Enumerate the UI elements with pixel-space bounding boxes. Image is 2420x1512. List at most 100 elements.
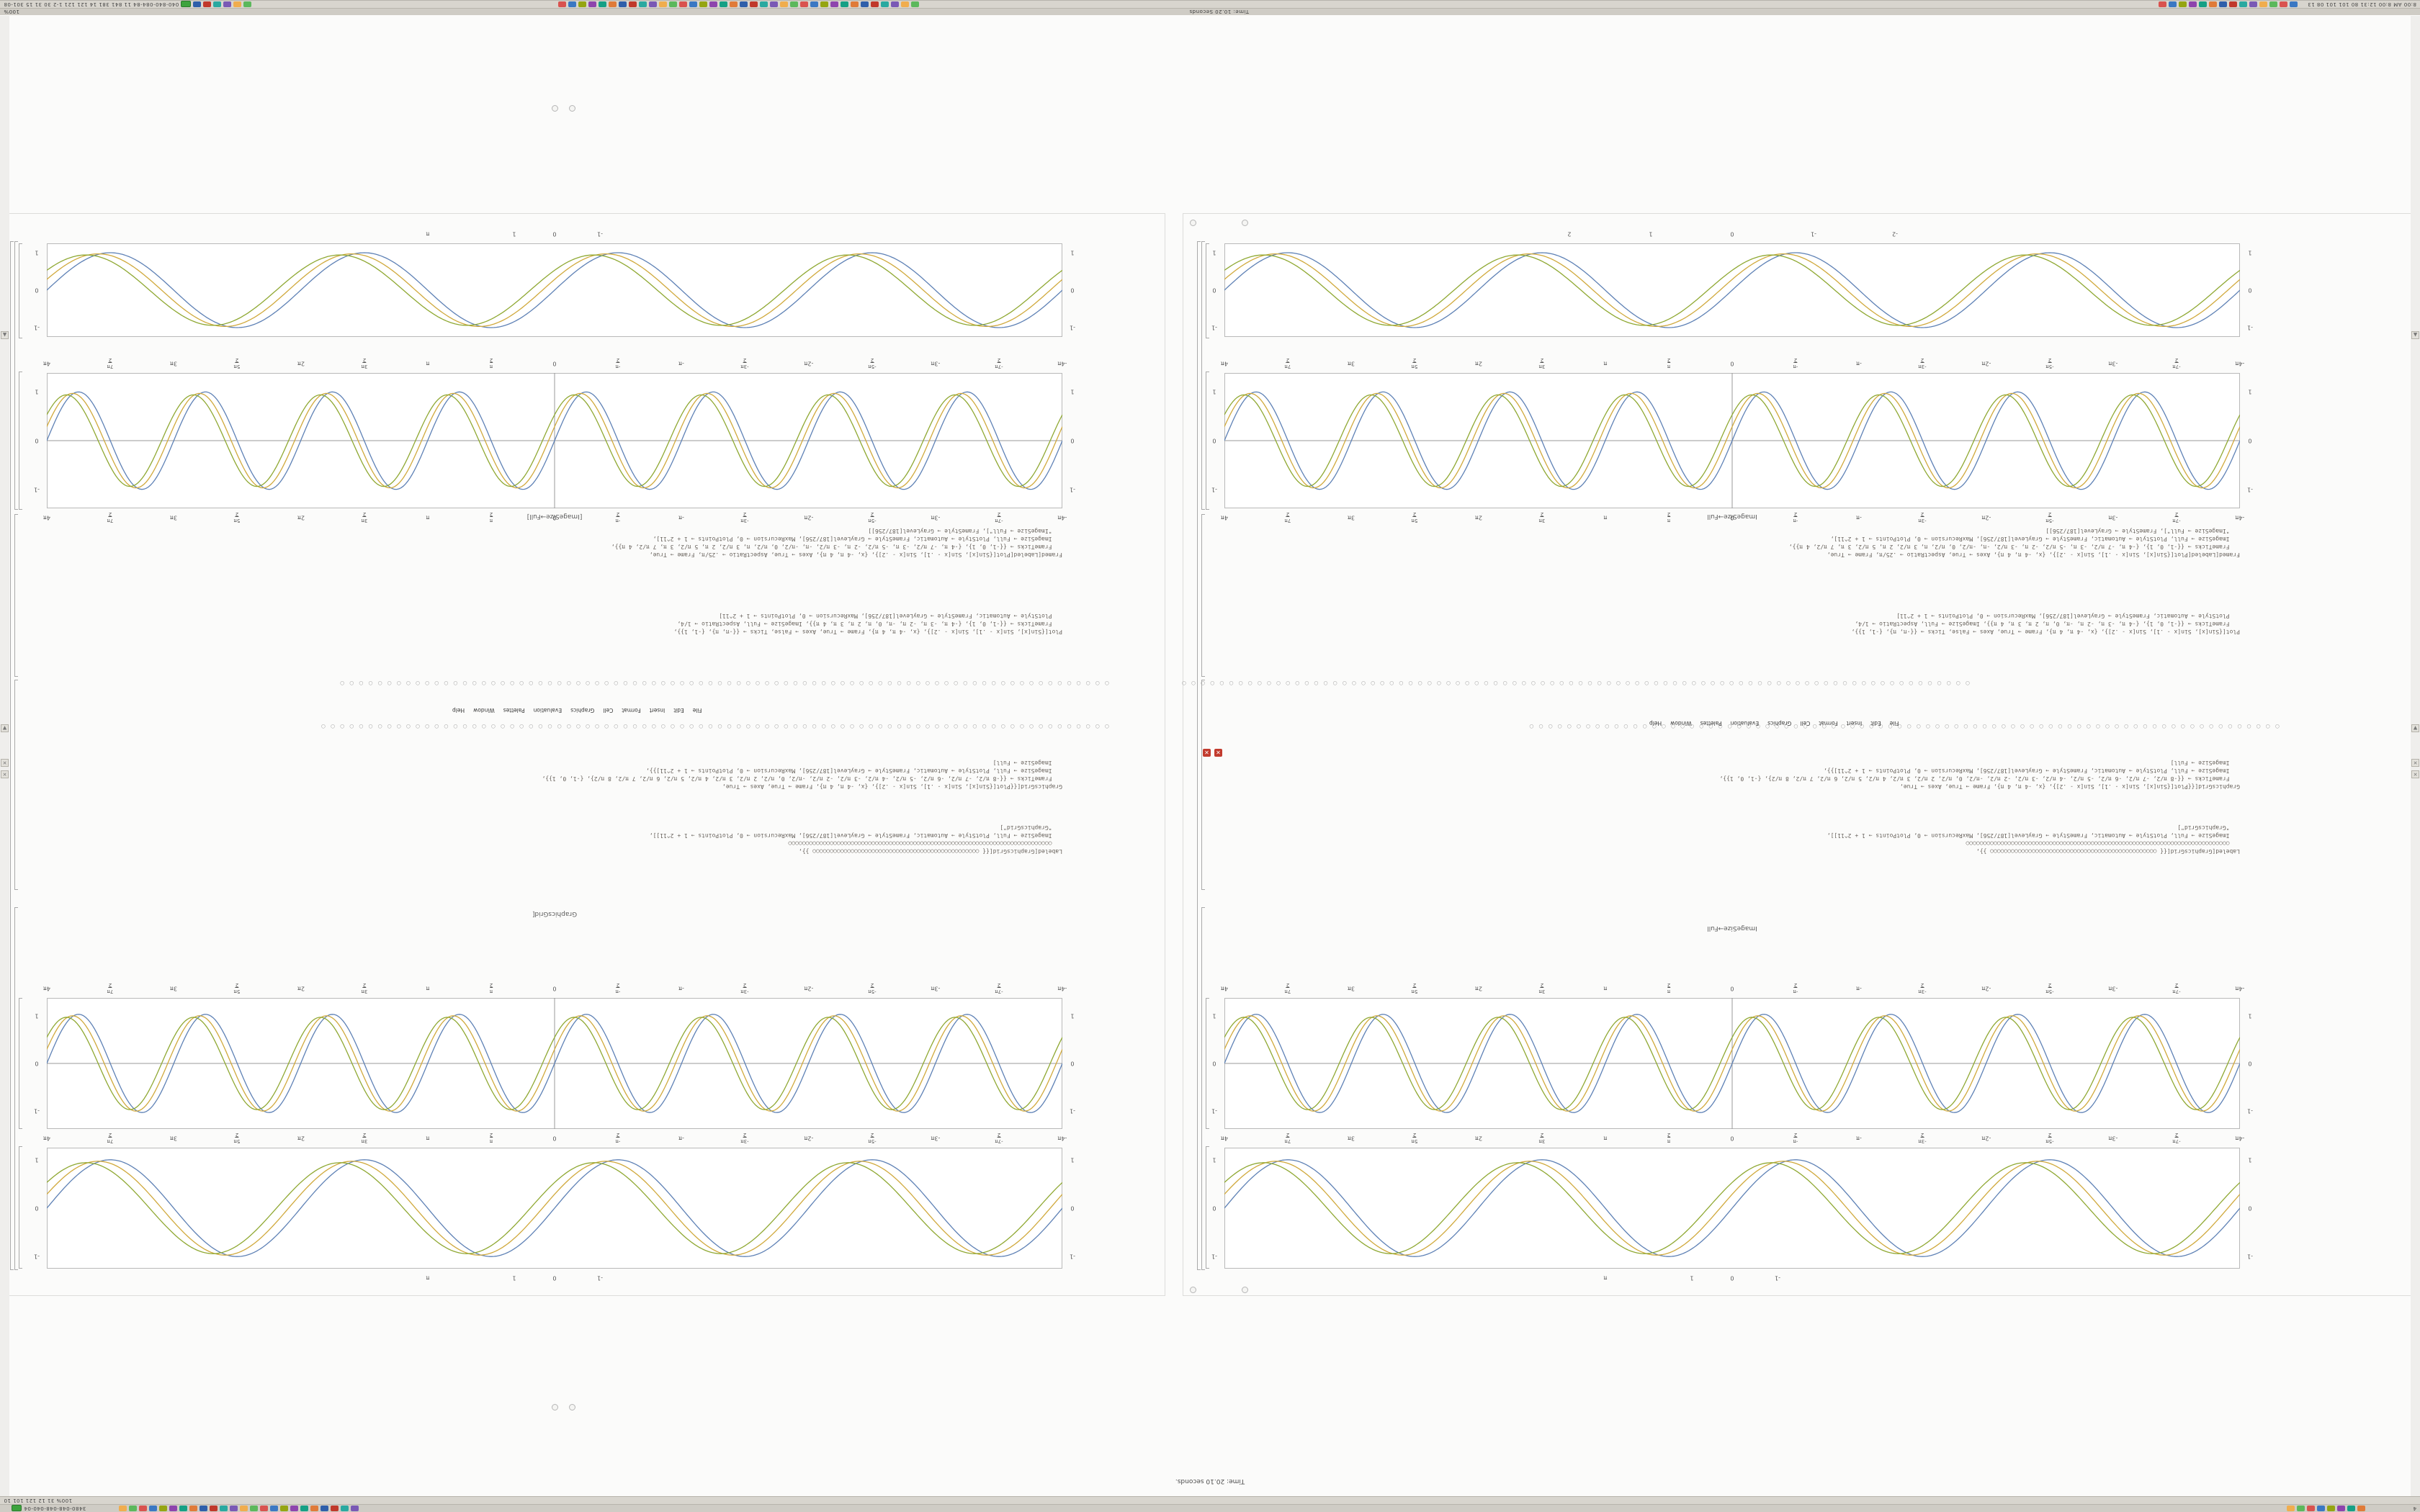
app-icon[interactable] <box>2168 1 2177 7</box>
app-icon[interactable] <box>2337 1506 2346 1511</box>
app-icon[interactable] <box>901 1 910 7</box>
app-icon[interactable] <box>2178 1 2187 7</box>
corner-widget[interactable] <box>1190 1287 1196 1293</box>
app-icon[interactable] <box>2188 1 2197 7</box>
app-icon[interactable] <box>2289 1 2298 7</box>
scrollbar-rail-right[interactable] <box>2411 16 2420 1496</box>
menu-item-help[interactable]: Help <box>452 707 465 714</box>
app-icon[interactable] <box>300 1506 309 1511</box>
app-icon[interactable] <box>578 1 587 7</box>
app-icon[interactable] <box>709 1 718 7</box>
menu-item-evaluation[interactable]: Evaluation <box>1730 720 1760 726</box>
plot-canvas[interactable] <box>47 998 1062 1129</box>
code-cell[interactable]: Plot[{Sin[x], Sin[x - .1], Sin[x - .2]},… <box>1851 613 2240 635</box>
app-icon[interactable] <box>2297 1506 2305 1511</box>
app-icon[interactable] <box>2218 1 2227 7</box>
app-icon[interactable] <box>233 1 242 7</box>
app-icon[interactable] <box>240 1506 248 1511</box>
app-icon[interactable] <box>2279 1 2287 7</box>
app-icon[interactable] <box>351 1506 359 1511</box>
app-icon[interactable] <box>599 1 607 7</box>
menu-item-insert[interactable]: Insert <box>1846 720 1863 726</box>
corner-widget[interactable] <box>552 105 558 112</box>
cell-bracket[interactable] <box>1201 241 1205 510</box>
plot-canvas[interactable] <box>1224 243 2240 337</box>
app-icon[interactable] <box>639 1 647 7</box>
toolbar-row[interactable]: ○○○○○○○○○○○○○○○○○○○○○○○○○○○○○○○○○○○○○○○○… <box>1176 680 1970 686</box>
app-icon[interactable] <box>2158 1 2166 7</box>
app-icon[interactable] <box>159 1506 168 1511</box>
app-icon[interactable] <box>699 1 708 7</box>
app-icon[interactable] <box>841 1 849 7</box>
code-cell[interactable]: Labeled[GraphicsGrid[{{ ○○○○○○○○○○○○○○○○… <box>649 824 1062 855</box>
corner-widget[interactable] <box>1242 1287 1248 1293</box>
app-icon[interactable] <box>189 1506 198 1511</box>
cell-bracket[interactable] <box>1201 514 1205 677</box>
cell-bracket[interactable] <box>1206 372 1209 510</box>
cell-bracket[interactable] <box>19 372 22 510</box>
scroll-button[interactable]: ▲ <box>1 331 9 339</box>
app-icon[interactable] <box>609 1 617 7</box>
app-icon[interactable] <box>558 1 567 7</box>
app-icon[interactable] <box>179 1506 188 1511</box>
app-icon[interactable] <box>250 1506 259 1511</box>
corner-widget[interactable] <box>1242 220 1248 226</box>
cell-bracket[interactable] <box>14 514 18 677</box>
scrollbar-rail-left[interactable] <box>0 16 9 1496</box>
corner-widget[interactable] <box>569 1404 575 1410</box>
app-icon[interactable] <box>861 1 869 7</box>
app-icon[interactable] <box>780 1 789 7</box>
menu-item-window[interactable]: Window <box>1670 720 1692 726</box>
app-icon[interactable] <box>911 1 920 7</box>
app-icon[interactable] <box>2208 1 2217 7</box>
toolbar-row[interactable]: ○○○○○○○○○○○○○○○○○○○○○○○○○○○○○○○○○○○○○○○○… <box>335 680 1109 686</box>
app-icon[interactable] <box>220 1506 228 1511</box>
app-icon[interactable] <box>310 1506 319 1511</box>
cell-bracket[interactable] <box>1197 241 1201 1270</box>
cell-bracket[interactable] <box>19 998 22 1129</box>
start-button[interactable] <box>12 1505 22 1512</box>
close-icon[interactable]: ✕ <box>1214 749 1222 757</box>
app-icon[interactable] <box>270 1506 279 1511</box>
app-icon[interactable] <box>2307 1506 2316 1511</box>
scroll-button[interactable]: ✕ <box>2411 770 2419 778</box>
scroll-button[interactable]: ✕ <box>2411 759 2419 767</box>
app-icon[interactable] <box>2347 1506 2356 1511</box>
app-icon[interactable] <box>760 1 768 7</box>
cell-bracket[interactable] <box>1201 680 1205 890</box>
corner-widget[interactable] <box>552 1404 558 1410</box>
app-icon[interactable] <box>321 1506 329 1511</box>
code-cell[interactable]: Labeled[GraphicsGrid[{{ ○○○○○○○○○○○○○○○○… <box>1827 824 2240 855</box>
menu-item-file[interactable]: File <box>692 707 702 714</box>
cell-bracket[interactable] <box>1206 243 1209 338</box>
plot-canvas[interactable] <box>1224 998 2240 1129</box>
code-cell[interactable]: GraphicsGrid[{{Plot[{Sin[x], Sin[x - .1]… <box>1719 760 2240 790</box>
app-icon[interactable] <box>129 1506 138 1511</box>
cell-bracket[interactable] <box>1201 907 1205 1270</box>
app-icon[interactable] <box>290 1506 299 1511</box>
app-icon[interactable] <box>568 1 577 7</box>
app-icon[interactable] <box>669 1 678 7</box>
code-cell[interactable]: Framed[Labeled[Plot[{Sin[x], Sin[x - .1]… <box>1788 528 2240 558</box>
app-icon[interactable] <box>213 1 222 7</box>
app-icon[interactable] <box>243 1 252 7</box>
menu-item-evaluation[interactable]: Evaluation <box>533 707 563 714</box>
app-icon[interactable] <box>119 1506 127 1511</box>
app-icon[interactable] <box>2317 1506 2326 1511</box>
menu-item-file[interactable]: File <box>1889 720 1899 726</box>
app-icon[interactable] <box>2269 1 2277 7</box>
app-icon[interactable] <box>260 1506 269 1511</box>
menu-item-help[interactable]: Help <box>1649 720 1662 726</box>
app-icon[interactable] <box>891 1 900 7</box>
menu-item-graphics[interactable]: Graphics <box>1767 720 1792 726</box>
plot-canvas[interactable] <box>1224 1148 2240 1269</box>
menu-item-window[interactable]: Window <box>473 707 495 714</box>
app-icon[interactable] <box>871 1 879 7</box>
app-icon[interactable] <box>193 1 202 7</box>
app-icon[interactable] <box>280 1506 289 1511</box>
scroll-button[interactable]: ▲ <box>2411 331 2419 339</box>
app-icon[interactable] <box>851 1 859 7</box>
app-icon[interactable] <box>720 1 728 7</box>
app-icon[interactable] <box>223 1 232 7</box>
cell-bracket[interactable] <box>14 907 18 1270</box>
